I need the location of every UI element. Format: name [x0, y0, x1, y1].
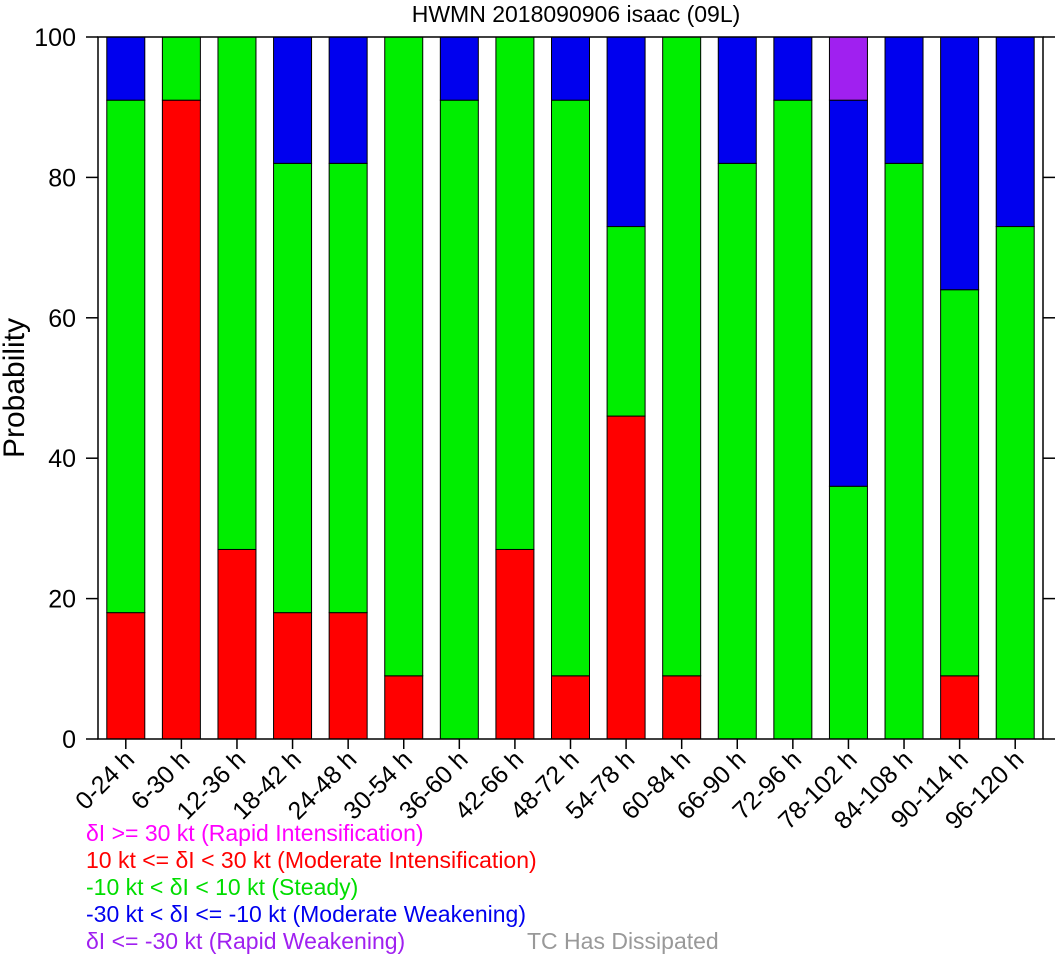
chart-title: HWMN 2018090906 isaac (09L) — [412, 1, 741, 27]
y-tick-label: 20 — [48, 586, 76, 614]
legend-entry-steady: -10 kt < δI < 10 kt (Steady) — [86, 874, 359, 900]
legend-entry-moderate-intensification: 10 kt <= δI < 30 kt (Moderate Intensific… — [86, 847, 537, 873]
bar-segment-30-54h-series-1 — [384, 36, 424, 677]
bar-segment-18-42h-series-1 — [273, 162, 313, 614]
bar-segment-24-48h-series-0 — [328, 612, 368, 740]
y-axis-label: Probability — [0, 318, 31, 458]
bar-segment-42-66h-series-0 — [495, 548, 535, 740]
bar-segment-6-30h-series-1 — [161, 36, 201, 101]
bar-segment-60-84h-series-1 — [662, 36, 702, 677]
legend-entry-rapid-weakening: δI <= -30 kt (Rapid Weakening) — [86, 928, 406, 954]
bar-segment-6-30h-series-0 — [161, 99, 201, 740]
bar-segment-78-102h-series-2 — [828, 99, 868, 487]
bar-segment-48-72h-series-2 — [551, 36, 590, 101]
bar-segment-0-24h-series-1 — [106, 99, 146, 614]
bar-segment-84-108h-series-2 — [884, 36, 924, 164]
bar-segment-54-78h-series-1 — [606, 226, 646, 417]
bar-segment-48-72h-series-0 — [551, 675, 590, 740]
bar-segment-42-66h-series-1 — [495, 36, 535, 550]
legend: δI >= 30 kt (Rapid Intensification) 10 k… — [86, 820, 537, 955]
bar-segment-66-90h-series-2 — [717, 36, 757, 164]
bar-segment-84-108h-series-1 — [884, 162, 924, 740]
bar-segment-0-24h-series-0 — [106, 612, 146, 740]
bars-group — [106, 36, 1035, 740]
bar-segment-72-96h-series-1 — [773, 99, 813, 740]
bar-segment-96-120h-series-1 — [995, 226, 1035, 740]
bar-segment-90-114h-series-2 — [940, 36, 980, 291]
bar-segment-96-120h-series-2 — [995, 36, 1035, 228]
legend-note-dissipated: TC Has Dissipated — [527, 928, 719, 954]
x-tick-label: 0-24 h — [70, 745, 140, 815]
bar-segment-36-60h-series-2 — [439, 36, 479, 101]
y-ticks-group: 0 20 40 60 80 100 — [34, 24, 1055, 754]
bar-segment-48-72h-series-1 — [551, 99, 590, 677]
y-tick-label: 60 — [48, 305, 76, 333]
bar-segment-0-24h-series-2 — [106, 36, 146, 101]
bar-segment-18-42h-series-2 — [273, 36, 313, 164]
y-tick-label: 100 — [34, 24, 76, 52]
y-tick-label: 40 — [48, 445, 76, 473]
legend-entry-moderate-weakening: -30 kt < δI <= -10 kt (Moderate Weakenin… — [86, 901, 527, 927]
bar-segment-66-90h-series-1 — [717, 162, 757, 740]
bar-segment-54-78h-series-0 — [606, 415, 646, 740]
bar-segment-90-114h-series-0 — [940, 675, 980, 740]
bar-segment-78-102h-series-3 — [828, 36, 868, 101]
bar-segment-60-84h-series-0 — [662, 675, 702, 740]
bar-segment-12-36h-series-0 — [217, 548, 257, 740]
bar-segment-18-42h-series-0 — [273, 612, 313, 740]
y-tick-label: 80 — [48, 164, 76, 192]
bar-segment-12-36h-series-1 — [217, 36, 257, 550]
bar-segment-36-60h-series-1 — [439, 99, 479, 740]
bar-segment-54-78h-series-2 — [606, 36, 646, 228]
legend-entry-rapid-intensification: δI >= 30 kt (Rapid Intensification) — [86, 820, 424, 846]
bar-segment-30-54h-series-0 — [384, 675, 424, 740]
bar-segment-24-48h-series-1 — [328, 162, 368, 614]
y-tick-label: 0 — [62, 726, 76, 754]
bar-segment-78-102h-series-1 — [828, 485, 868, 740]
bar-segment-72-96h-series-2 — [773, 36, 813, 101]
bar-segment-90-114h-series-1 — [940, 289, 980, 677]
bar-segment-24-48h-series-2 — [328, 36, 368, 164]
